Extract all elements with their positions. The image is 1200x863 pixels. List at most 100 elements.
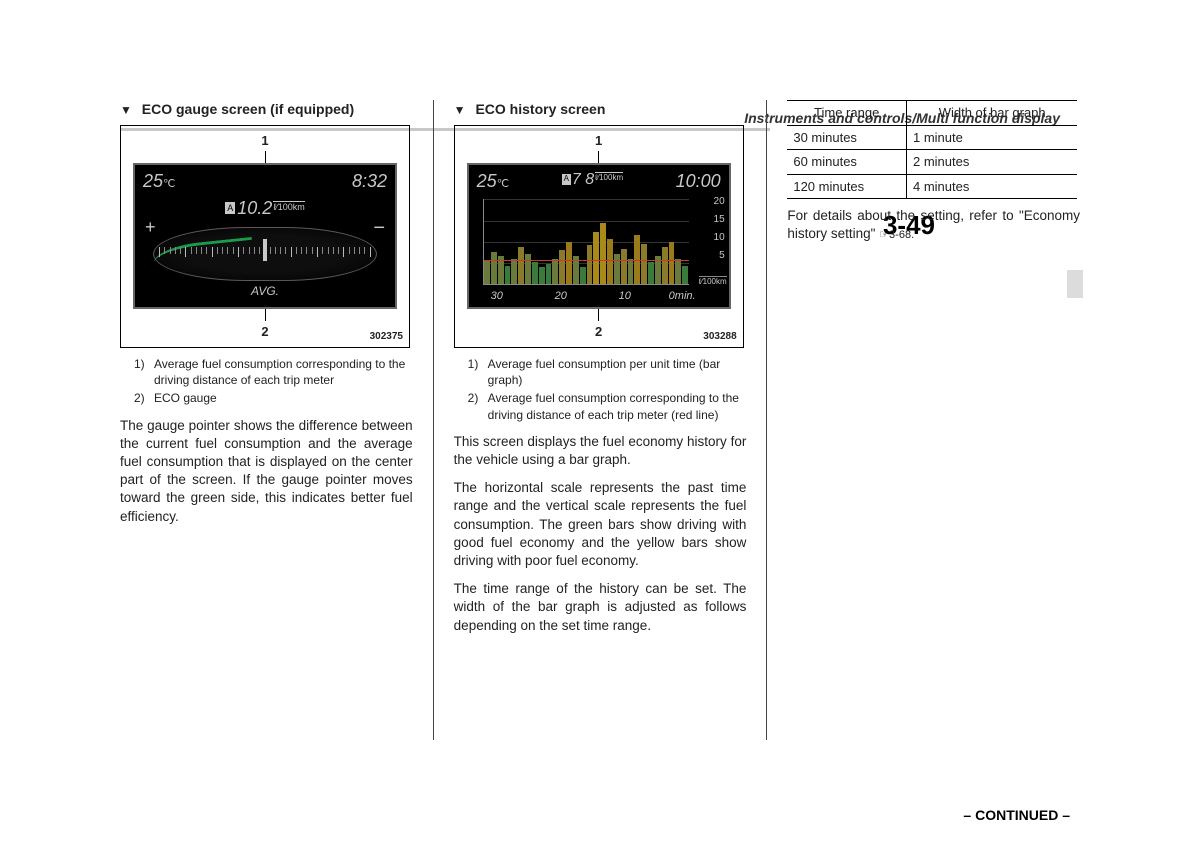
avg-unit: ℓ⁄100km xyxy=(273,201,304,212)
ytick: 20 xyxy=(714,195,725,209)
history-bars xyxy=(484,199,689,284)
ytick: 10 xyxy=(714,231,725,245)
table-cell: 1 minute xyxy=(907,125,1078,150)
ytick: 15 xyxy=(714,213,725,227)
ref-text: For details about the setting, refer to … xyxy=(787,208,1080,241)
legend-text: Average fuel consumption corresponding t… xyxy=(154,356,413,388)
column-3: Time range Width of bar graph 30 minutes… xyxy=(787,100,1080,740)
history-bar xyxy=(539,267,545,284)
triangle-icon: ▼ xyxy=(454,103,466,117)
history-bar xyxy=(614,254,620,285)
time-range-table: Time range Width of bar graph 30 minutes… xyxy=(787,100,1077,199)
minus-icon: − xyxy=(373,215,385,242)
history-bar xyxy=(511,259,517,285)
table-header: Time range xyxy=(787,101,906,126)
avg-consumption: A10.2ℓ⁄100km xyxy=(135,196,395,220)
table-cell: 60 minutes xyxy=(787,150,906,175)
val2: 8 xyxy=(585,171,594,188)
history-bar xyxy=(669,242,675,285)
legend-num: 1) xyxy=(134,356,154,388)
history-bar xyxy=(484,261,490,285)
clock-reading: 8:32 xyxy=(352,169,387,193)
section-title-eco-history: ▼ ECO history screen xyxy=(454,100,747,119)
temp-reading: 25℃ xyxy=(143,169,175,193)
legend-text: Average fuel consumption per unit time (… xyxy=(488,356,747,388)
history-chart xyxy=(483,199,689,285)
temp-unit: ℃ xyxy=(163,178,175,190)
history-bar xyxy=(628,259,634,285)
table-header: Width of bar graph xyxy=(907,101,1078,126)
temp-unit: ℃ xyxy=(497,178,509,190)
legend-num: 2) xyxy=(468,390,488,422)
column-1: ▼ ECO gauge screen (if equipped) 1 25℃ 8… xyxy=(120,100,413,740)
paragraph-history-2: The horizontal scale represents the past… xyxy=(454,479,747,570)
history-bar xyxy=(546,264,552,284)
legend-eco-gauge: 1)Average fuel consumption corresponding… xyxy=(134,356,413,407)
history-bar xyxy=(525,254,531,285)
trip-badge: A xyxy=(562,174,571,185)
leader-line xyxy=(598,309,599,321)
history-bar xyxy=(675,259,681,285)
column-separator xyxy=(433,100,434,740)
plus-icon: + xyxy=(145,215,156,239)
legend-eco-history: 1)Average fuel consumption per unit time… xyxy=(468,356,747,423)
temp-reading: 25℃ xyxy=(477,169,509,193)
columns: ▼ ECO gauge screen (if equipped) 1 25℃ 8… xyxy=(120,100,1080,740)
callout-1: 1 xyxy=(127,132,403,150)
history-bar xyxy=(600,223,606,284)
table-cell: 30 minutes xyxy=(787,125,906,150)
ref-link: ☞3-68. xyxy=(879,229,914,241)
table-cell: 4 minutes xyxy=(907,174,1078,199)
page-content: ▼ ECO gauge screen (if equipped) 1 25℃ 8… xyxy=(120,100,1080,740)
title-text: ECO history screen xyxy=(475,101,605,117)
history-bar xyxy=(621,249,627,285)
callout-2: 2 xyxy=(127,323,403,341)
display-topbar: 25℃ A7 8ℓ⁄100km 10:00 xyxy=(469,165,729,193)
mid-readings: A7 8ℓ⁄100km xyxy=(562,169,624,193)
paragraph-reference: For details about the setting, refer to … xyxy=(787,207,1080,243)
xtick: 10 xyxy=(619,289,631,304)
legend-row: 2)ECO gauge xyxy=(134,390,413,406)
eco-gauge-display: 25℃ 8:32 A10.2ℓ⁄100km + − AVG. xyxy=(133,163,397,309)
history-bar xyxy=(607,239,613,285)
eco-history-display: 25℃ A7 8ℓ⁄100km 10:00 20 xyxy=(467,163,731,309)
paragraph-history-1: This screen displays the fuel economy hi… xyxy=(454,433,747,469)
history-bar xyxy=(505,266,511,285)
leader-line xyxy=(598,151,599,163)
figure-eco-gauge: 1 25℃ 8:32 A10.2ℓ⁄100km + − xyxy=(120,125,410,348)
history-bar xyxy=(491,252,497,284)
triangle-icon: ▼ xyxy=(120,103,132,117)
figure-eco-history: 1 25℃ A7 8ℓ⁄100km 10:00 xyxy=(454,125,744,348)
figure-id: 302375 xyxy=(370,330,403,344)
history-bar xyxy=(648,262,654,284)
history-bar xyxy=(552,259,558,285)
gauge-needle xyxy=(263,239,267,261)
section-title-eco-gauge: ▼ ECO gauge screen (if equipped) xyxy=(120,100,413,119)
history-bar xyxy=(518,247,524,284)
mid-unit: ℓ⁄100km xyxy=(595,172,623,182)
temp-value: 25 xyxy=(143,171,163,191)
paragraph-history-3: The time range of the history can be set… xyxy=(454,580,747,635)
leader-line xyxy=(265,309,266,321)
legend-num: 2) xyxy=(134,390,154,406)
xtick: 30 xyxy=(491,289,503,304)
figure-id: 303288 xyxy=(703,330,736,344)
table-cell: 2 minutes xyxy=(907,150,1078,175)
avg-value: 10.2 xyxy=(237,198,272,218)
legend-text: Average fuel consumption corresponding t… xyxy=(488,390,747,422)
legend-row: 1)Average fuel consumption corresponding… xyxy=(134,356,413,388)
history-bar xyxy=(593,232,599,285)
history-bar xyxy=(566,242,572,285)
clock-reading: 10:00 xyxy=(676,169,721,193)
history-bar xyxy=(559,250,565,284)
trip-badge: A xyxy=(225,202,235,214)
val1: 7 xyxy=(572,171,581,188)
temp-value: 25 xyxy=(477,171,497,191)
paragraph-eco-gauge: The gauge pointer shows the difference b… xyxy=(120,417,413,526)
column-2: ▼ ECO history screen 1 25℃ A7 8ℓ⁄100km 1… xyxy=(454,100,747,740)
history-bar xyxy=(532,262,538,284)
table-row: 60 minutes 2 minutes xyxy=(787,150,1077,175)
leader-line xyxy=(265,151,266,163)
display-topbar: 25℃ 8:32 xyxy=(135,165,395,193)
title-text: ECO gauge screen (if equipped) xyxy=(142,101,354,117)
